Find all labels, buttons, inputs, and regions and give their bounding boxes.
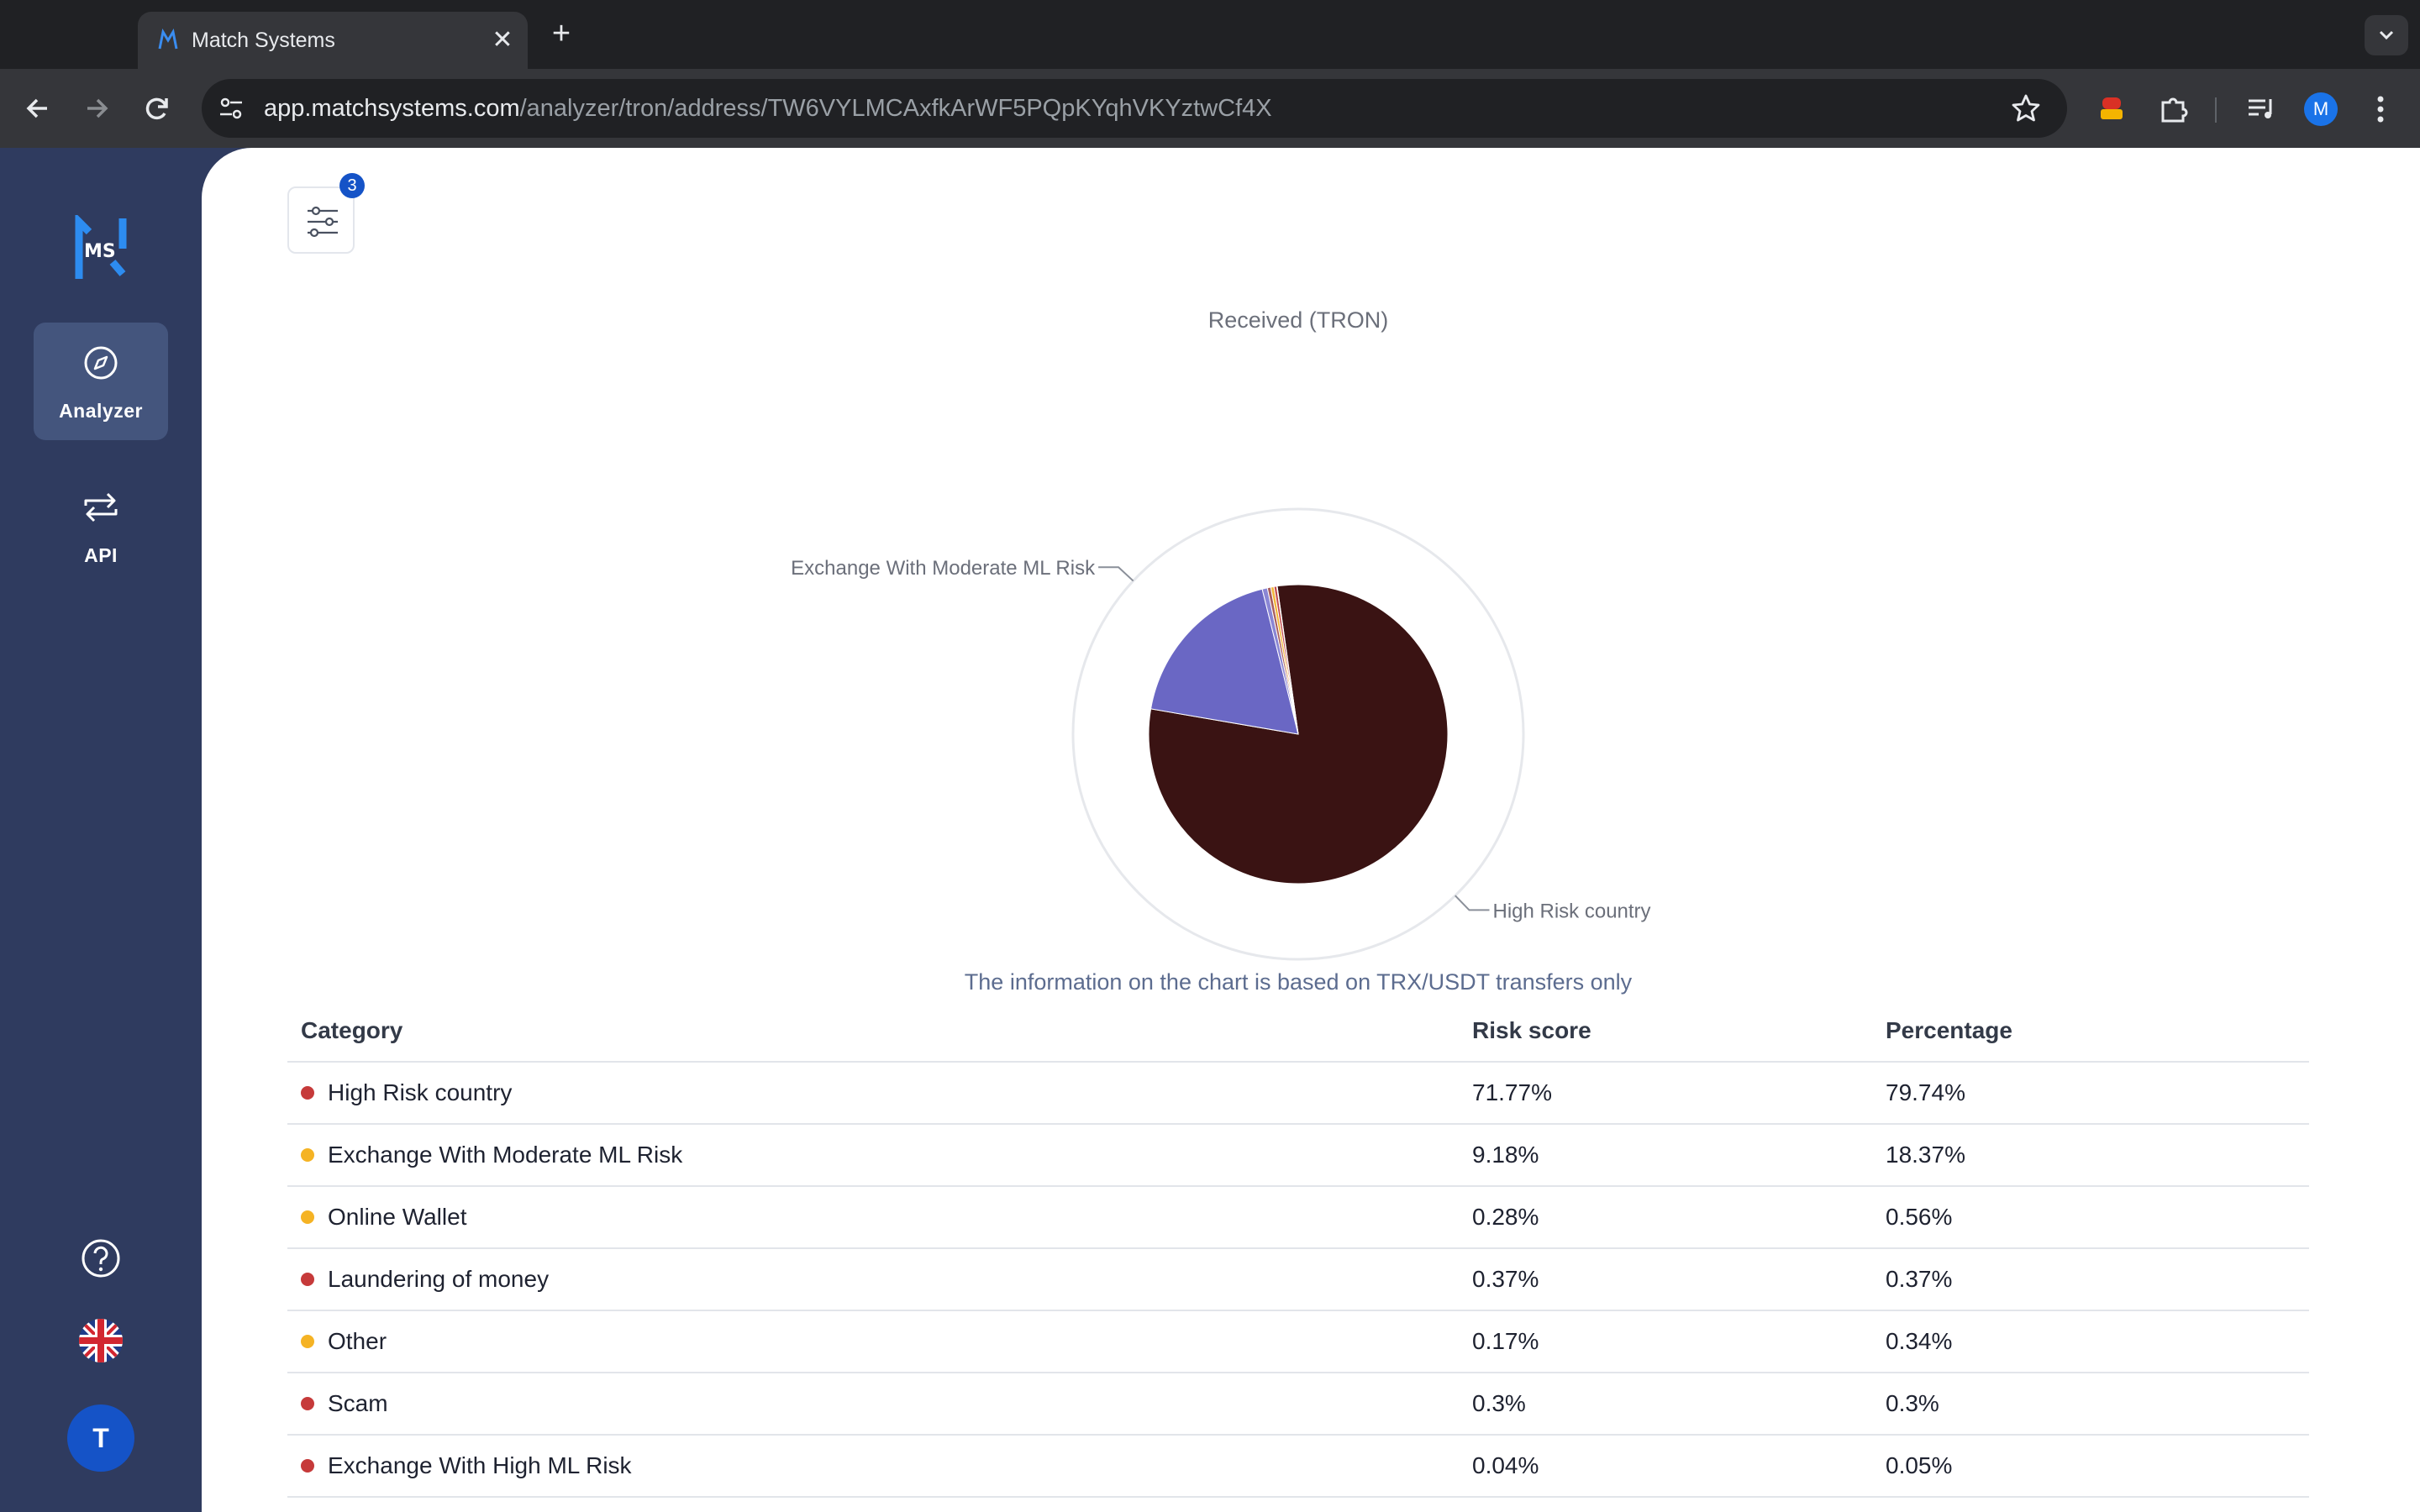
table-row[interactable]: Online Wallet 0.28% 0.56% [287, 1186, 2309, 1249]
category-name: Exchange With Moderate ML Risk [328, 1142, 683, 1168]
category-name: Exchange With High ML Risk [328, 1452, 632, 1478]
media-controls-icon[interactable] [2244, 91, 2279, 126]
tab-title: Match Systems [192, 29, 335, 52]
category-name: Online Wallet [328, 1204, 467, 1230]
forward-arrow-icon[interactable] [76, 87, 118, 129]
pie-label-exchange-with-moderate-ml-risk: Exchange With Moderate ML Risk [791, 557, 1096, 580]
percentage-cell: 18.37% [1872, 1124, 2309, 1187]
pie-label-high-risk-country: High Risk country [1492, 900, 1650, 922]
app-root: MS Analyzer API [0, 148, 2420, 1512]
sidebar-item-api[interactable]: API [34, 467, 168, 585]
app-logo[interactable]: MS [74, 213, 128, 282]
bookmark-star-icon[interactable] [2010, 92, 2042, 124]
risk-level-dot [301, 1085, 314, 1100]
percentage-cell: 0.05% [1872, 1435, 2309, 1498]
chart-outer-ring [1071, 507, 1525, 961]
filter-count-badge: 3 [339, 173, 365, 198]
table-row[interactable]: Exchange With High ML Risk 0.04% 0.05% [287, 1435, 2309, 1498]
browser-toolbar: app.matchsystems.com/analyzer/tron/addre… [0, 69, 2420, 148]
risk-score-cell: 71.77% [1459, 1062, 1872, 1125]
risk-level-dot [301, 1272, 314, 1286]
table-row[interactable]: High Risk country 71.77% 79.74% [287, 1062, 2309, 1125]
category-name: Laundering of money [328, 1266, 550, 1292]
category-cell: Exchange With High ML Risk [287, 1435, 1459, 1498]
percentage-cell: 0.56% [1872, 1186, 2309, 1249]
category-cell: High Risk country [287, 1062, 1459, 1125]
site-settings-icon[interactable] [217, 94, 245, 123]
callout-line [1455, 895, 1490, 911]
category-cell: Exchange With Moderate ML Risk [287, 1124, 1459, 1187]
address-bar[interactable]: app.matchsystems.com/analyzer/tron/addre… [202, 79, 2067, 138]
sidebar-item-label: API [84, 544, 118, 566]
risk-score-cell: 0.17% [1459, 1310, 1872, 1373]
pie-slice-exchange-with-moderate-ml-risk[interactable] [1150, 588, 1299, 735]
risk-table: Category Risk score Percentage High Risk… [287, 1000, 2309, 1498]
browser-tab-strip: Match Systems ✕ + [0, 0, 2420, 69]
compass-icon [84, 346, 118, 380]
sidebar-item-analyzer[interactable]: Analyzer [34, 323, 168, 440]
tab-search-button[interactable] [2365, 15, 2408, 55]
pie-slice-exchange-with-high-ml-risk[interactable] [1276, 585, 1299, 735]
toolbar-divider [2215, 97, 2217, 123]
risk-level-dot [301, 1458, 314, 1473]
category-cell: Other [287, 1310, 1459, 1373]
sidebar: MS Analyzer API [0, 148, 202, 1512]
callout-line [1098, 566, 1134, 582]
url-host: app.matchsystems.com [264, 95, 520, 122]
user-avatar[interactable]: T [67, 1404, 134, 1472]
column-header-percentage[interactable]: Percentage [1872, 1000, 2309, 1063]
percentage-cell: 0.37% [1872, 1248, 2309, 1311]
table-row[interactable]: Exchange With Moderate ML Risk 9.18% 18.37… [287, 1124, 2309, 1187]
column-header-risk-score[interactable]: Risk score [1459, 1000, 1872, 1063]
pie-chart: High Risk country Exchange With Moderate … [791, 507, 1651, 961]
risk-level-dot [301, 1210, 314, 1224]
new-tab-button[interactable]: + [551, 16, 571, 51]
category-name: Other [328, 1328, 387, 1354]
category-cell: Online Wallet [287, 1186, 1459, 1249]
percentage-cell: 0.3% [1872, 1373, 2309, 1436]
back-arrow-icon[interactable] [17, 87, 59, 129]
risk-score-cell: 0.28% [1459, 1186, 1872, 1249]
table-row[interactable]: Laundering of money 0.37% 0.37% [287, 1248, 2309, 1311]
browser-tab[interactable]: Match Systems ✕ [138, 12, 528, 69]
risk-score-cell: 0.37% [1459, 1248, 1872, 1311]
column-header-category[interactable]: Category [287, 1000, 1459, 1063]
site-favicon-icon [158, 29, 178, 50]
extensions-puzzle-icon[interactable] [2156, 91, 2191, 126]
category-name: High Risk country [328, 1079, 513, 1105]
uk-flag-icon[interactable] [79, 1319, 123, 1362]
risk-level-dot [301, 1396, 314, 1410]
risk-score-cell: 0.04% [1459, 1435, 1872, 1498]
table-row[interactable]: Other 0.17% 0.34% [287, 1310, 2309, 1373]
reload-icon[interactable] [136, 87, 178, 129]
sidebar-item-label: Analyzer [59, 400, 143, 422]
browser-menu-icon[interactable] [2368, 91, 2393, 128]
help-question-icon[interactable] [79, 1236, 123, 1280]
logo-text: MS [84, 241, 116, 262]
url-text: app.matchsystems.com/analyzer/tron/addre… [264, 79, 1272, 138]
category-cell: Laundering of money [287, 1248, 1459, 1311]
risk-level-dot [301, 1334, 314, 1348]
risk-level-dot [301, 1147, 314, 1162]
category-cell: Scam [287, 1373, 1459, 1436]
main-panel: 3 Received (TRON) High Risk country Excha… [202, 148, 2420, 1512]
table-header-row: Category Risk score Percentage [287, 1000, 2309, 1063]
match-systems-logo-icon: MS [75, 213, 127, 279]
profile-avatar[interactable]: M [2304, 92, 2338, 126]
table-row[interactable]: Scam 0.3% 0.3% [287, 1373, 2309, 1436]
filter-button[interactable] [287, 186, 355, 254]
risk-score-cell: 9.18% [1459, 1124, 1872, 1187]
percentage-cell: 0.34% [1872, 1310, 2309, 1373]
chart-note: The information on the chart is based on… [964, 969, 1633, 995]
extension-icon[interactable] [2094, 91, 2129, 126]
tab-close-icon[interactable]: ✕ [492, 26, 513, 54]
category-name: Scam [328, 1390, 388, 1416]
swap-arrows-icon [84, 492, 118, 522]
url-path: /analyzer/tron/address/TW6VYLMCAxfkArWF5… [519, 95, 1272, 122]
chevron-down-icon [2379, 30, 2394, 40]
risk-score-cell: 0.3% [1459, 1373, 1872, 1436]
chart-title: Received (TRON) [1207, 307, 1389, 333]
sliders-icon [308, 206, 338, 238]
percentage-cell: 79.74% [1872, 1062, 2309, 1125]
